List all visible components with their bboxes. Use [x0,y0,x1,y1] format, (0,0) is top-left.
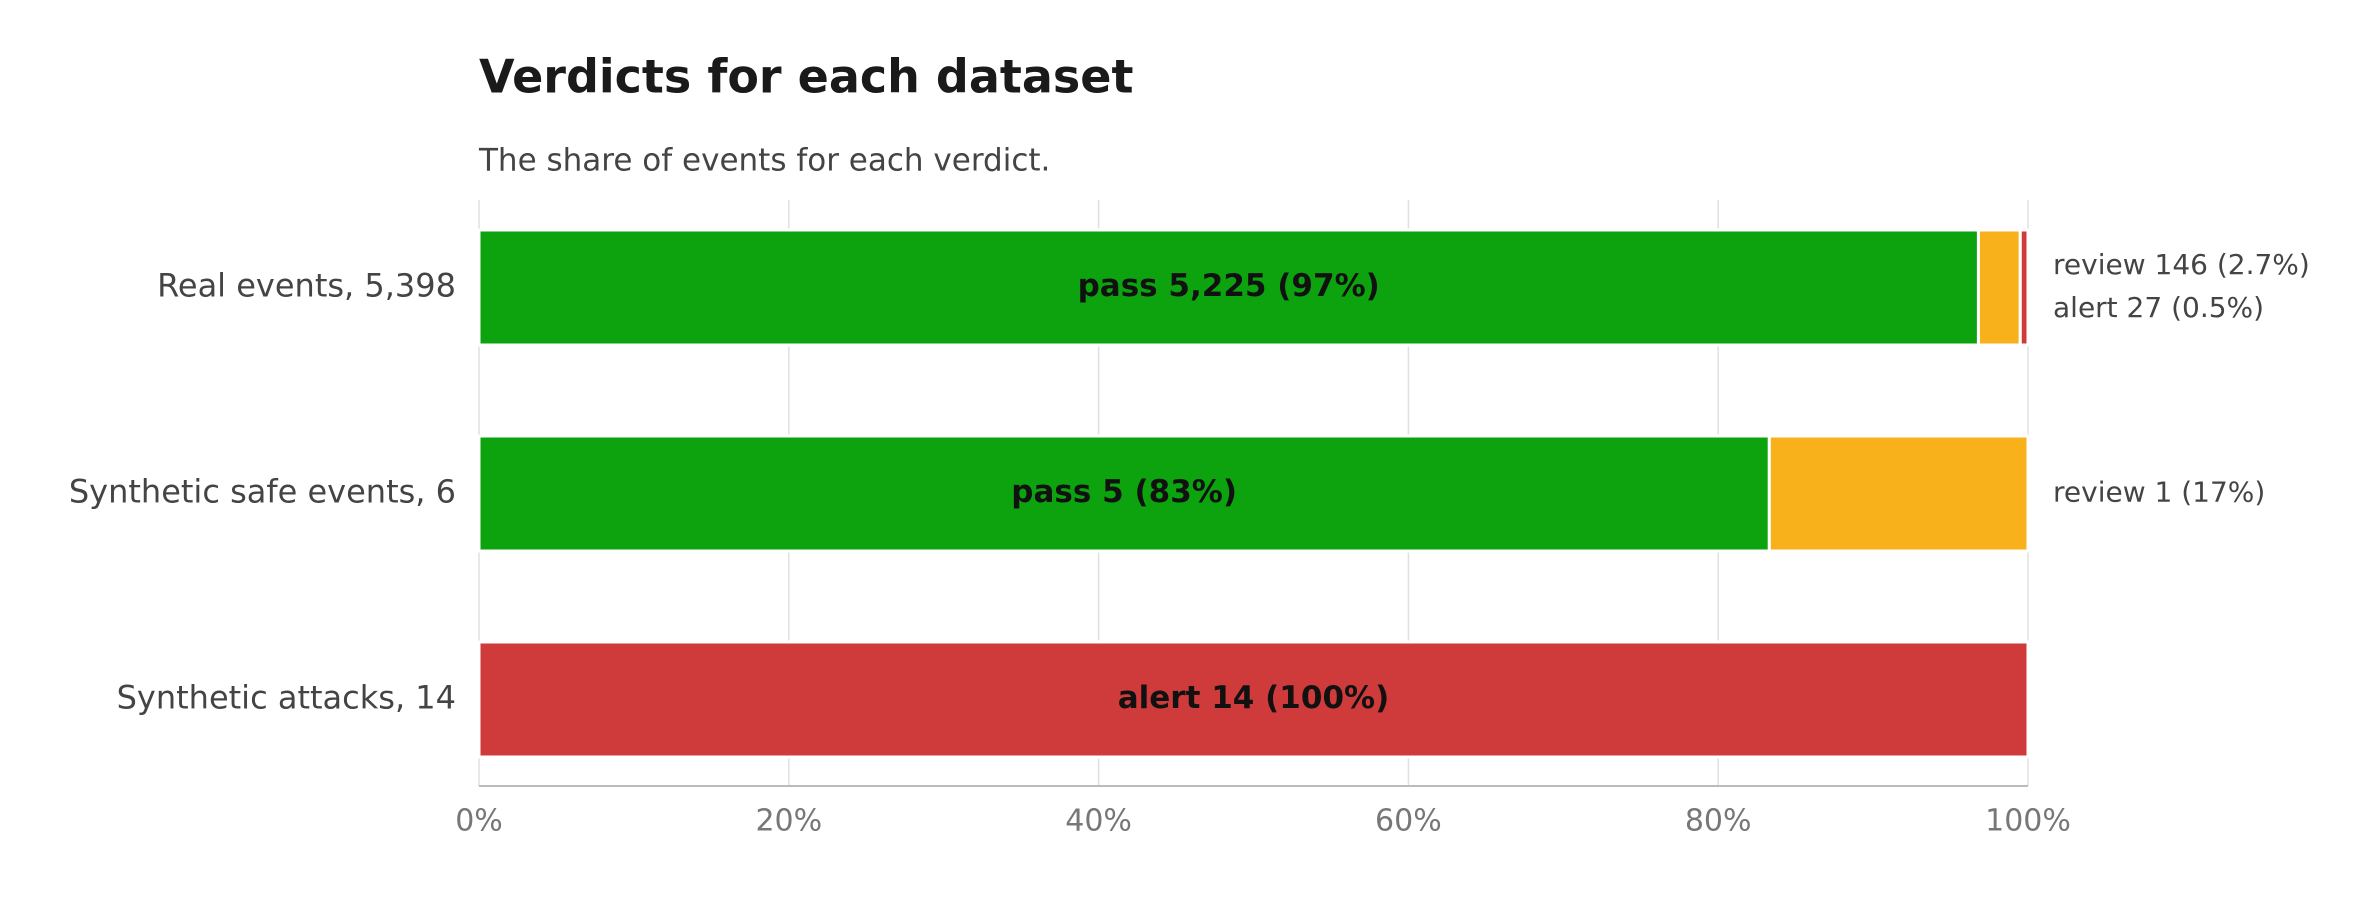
value-label: review 1 (17%) [2053,476,2265,509]
chart-title: Verdicts for each dataset [479,50,1133,104]
bar-segment [477,640,2030,759]
x-tick-label: 0% [455,804,503,839]
bar-segment [477,434,1771,553]
category-label: Synthetic safe events, 6 [69,473,456,511]
bar-segment [2018,228,2030,347]
x-tick-label: 40% [1065,804,1132,839]
value-label: alert 14 (100%) [1118,680,1390,716]
value-label: pass 5,225 (97%) [1078,268,1380,304]
x-tick-label: 100% [1985,804,2071,839]
category-label: Real events, 5,398 [157,267,456,305]
value-label: alert 27 (0.5%) [2053,291,2264,324]
bar-segment [1976,228,2022,347]
category-label: Synthetic attacks, 14 [117,679,456,717]
x-tick-label: 60% [1375,804,1442,839]
bar-segment [477,228,1980,347]
value-label: pass 5 (83%) [1011,474,1237,510]
chart-subtitle: The share of events for each verdict. [478,143,1050,179]
x-tick-label: 20% [755,804,822,839]
x-tick-label: 80% [1685,804,1752,839]
bar-segment [1767,434,2030,553]
value-label: review 146 (2.7%) [2053,248,2310,281]
